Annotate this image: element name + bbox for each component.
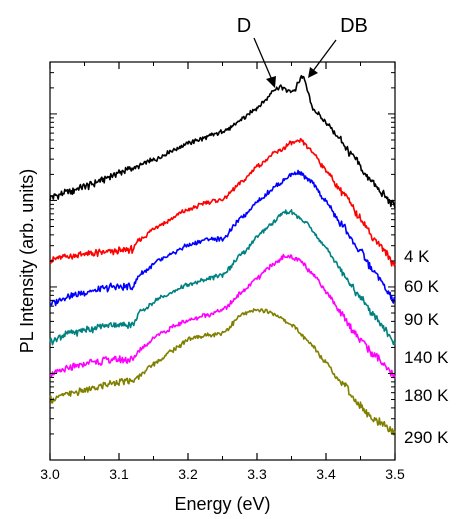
series-line-60k bbox=[49, 138, 396, 267]
annotation-d-arrowhead bbox=[266, 76, 276, 88]
x-tick-label: 3.4 bbox=[316, 466, 336, 482]
annotation-db-arrow bbox=[312, 39, 337, 72]
series-labels: 4 K 60 K 90 K 140 K 180 K 290 K bbox=[404, 247, 449, 447]
plot-frame bbox=[49, 61, 396, 461]
annotation-d-label: D bbox=[237, 15, 251, 37]
series-line-140k bbox=[49, 209, 396, 346]
series-label-180k: 180 K bbox=[404, 386, 449, 405]
x-tick-label: 3.0 bbox=[40, 466, 60, 482]
plot-area: 3.0 3.1 3.2 3.3 3.4 3.5 bbox=[40, 61, 405, 482]
x-axis-title: Energy (eV) bbox=[174, 494, 270, 514]
x-tick-label: 3.5 bbox=[385, 466, 405, 482]
x-tick-label: 3.2 bbox=[178, 466, 198, 482]
series-label-290k: 290 K bbox=[404, 428, 449, 447]
x-tick-label: 3.1 bbox=[109, 466, 129, 482]
y-axis bbox=[50, 72, 395, 461]
series-label-140k: 140 K bbox=[404, 348, 449, 367]
series-line-180k bbox=[49, 253, 396, 379]
x-axis: 3.0 3.1 3.2 3.3 3.4 3.5 bbox=[40, 62, 405, 482]
series-line-90k bbox=[49, 169, 396, 307]
series-label-90k: 90 K bbox=[404, 310, 440, 329]
series-layer bbox=[49, 74, 396, 436]
annotation-layer: D DB bbox=[237, 15, 368, 88]
annotation-db-arrowhead bbox=[308, 67, 318, 78]
y-axis-title: PL Intensity (arb. units) bbox=[17, 169, 37, 353]
series-line-290k bbox=[49, 308, 396, 436]
annotation-db-label: DB bbox=[340, 15, 368, 37]
series-line-4k bbox=[49, 74, 396, 209]
series-label-60k: 60 K bbox=[404, 277, 440, 296]
x-tick-label: 3.3 bbox=[247, 466, 267, 482]
annotation-d-arrow bbox=[253, 37, 273, 81]
series-label-4k: 4 K bbox=[404, 247, 430, 266]
